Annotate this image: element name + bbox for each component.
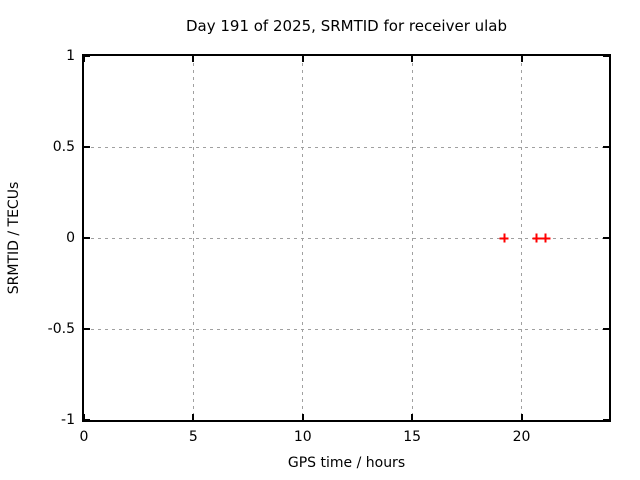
data-point-marker [532,233,542,243]
tick-marks-layer [83,55,609,421]
x-tick-mark [301,56,304,62]
y-axis-label: SRMTID / TECUs [6,181,22,295]
y-tick-label: 0 [66,230,75,246]
y-gridline [84,237,609,239]
x-tick-label: 20 [512,429,531,445]
y-tick-label: -1 [61,412,75,428]
x-tick-mark [83,414,85,420]
data-point-marker [499,233,509,243]
y-tick-label: -0.5 [47,321,75,337]
y-tick-mark [603,419,609,421]
y-tick-mark [603,55,609,57]
x-tick-mark [520,414,523,420]
x-tick-label: 0 [79,429,89,445]
y-tick-mark [603,237,609,239]
plot-area [82,54,611,422]
x-tick-mark [83,56,85,62]
y-tick-mark [84,146,90,148]
x-tick-mark [520,56,523,62]
y-gridline [84,146,609,148]
y-tick-mark [84,237,90,239]
x-tick-label: 5 [188,429,198,445]
y-tick-mark [84,55,90,57]
y-tick-mark [84,328,90,330]
y-tick-mark [84,419,90,421]
y-tick-label: 0.5 [52,139,75,155]
x-tick-mark [192,56,195,62]
x-tick-label: 10 [293,429,312,445]
data-points-layer [84,56,609,420]
y-gridline [84,328,609,330]
x-tick-label: 15 [403,429,422,445]
x-tick-mark [192,414,195,420]
y-tick-mark [603,328,609,330]
x-axis-label: GPS time / hours [287,455,406,471]
x-tick-mark [301,414,304,420]
x-tick-mark [411,56,414,62]
grid-layer [84,56,609,420]
x-tick-mark [411,414,414,420]
y-tick-mark [603,146,609,148]
data-point-marker [541,233,551,243]
chart-title: Day 191 of 2025, SRMTID for receiver ula… [185,17,508,35]
y-tick-label: 1 [66,48,75,64]
